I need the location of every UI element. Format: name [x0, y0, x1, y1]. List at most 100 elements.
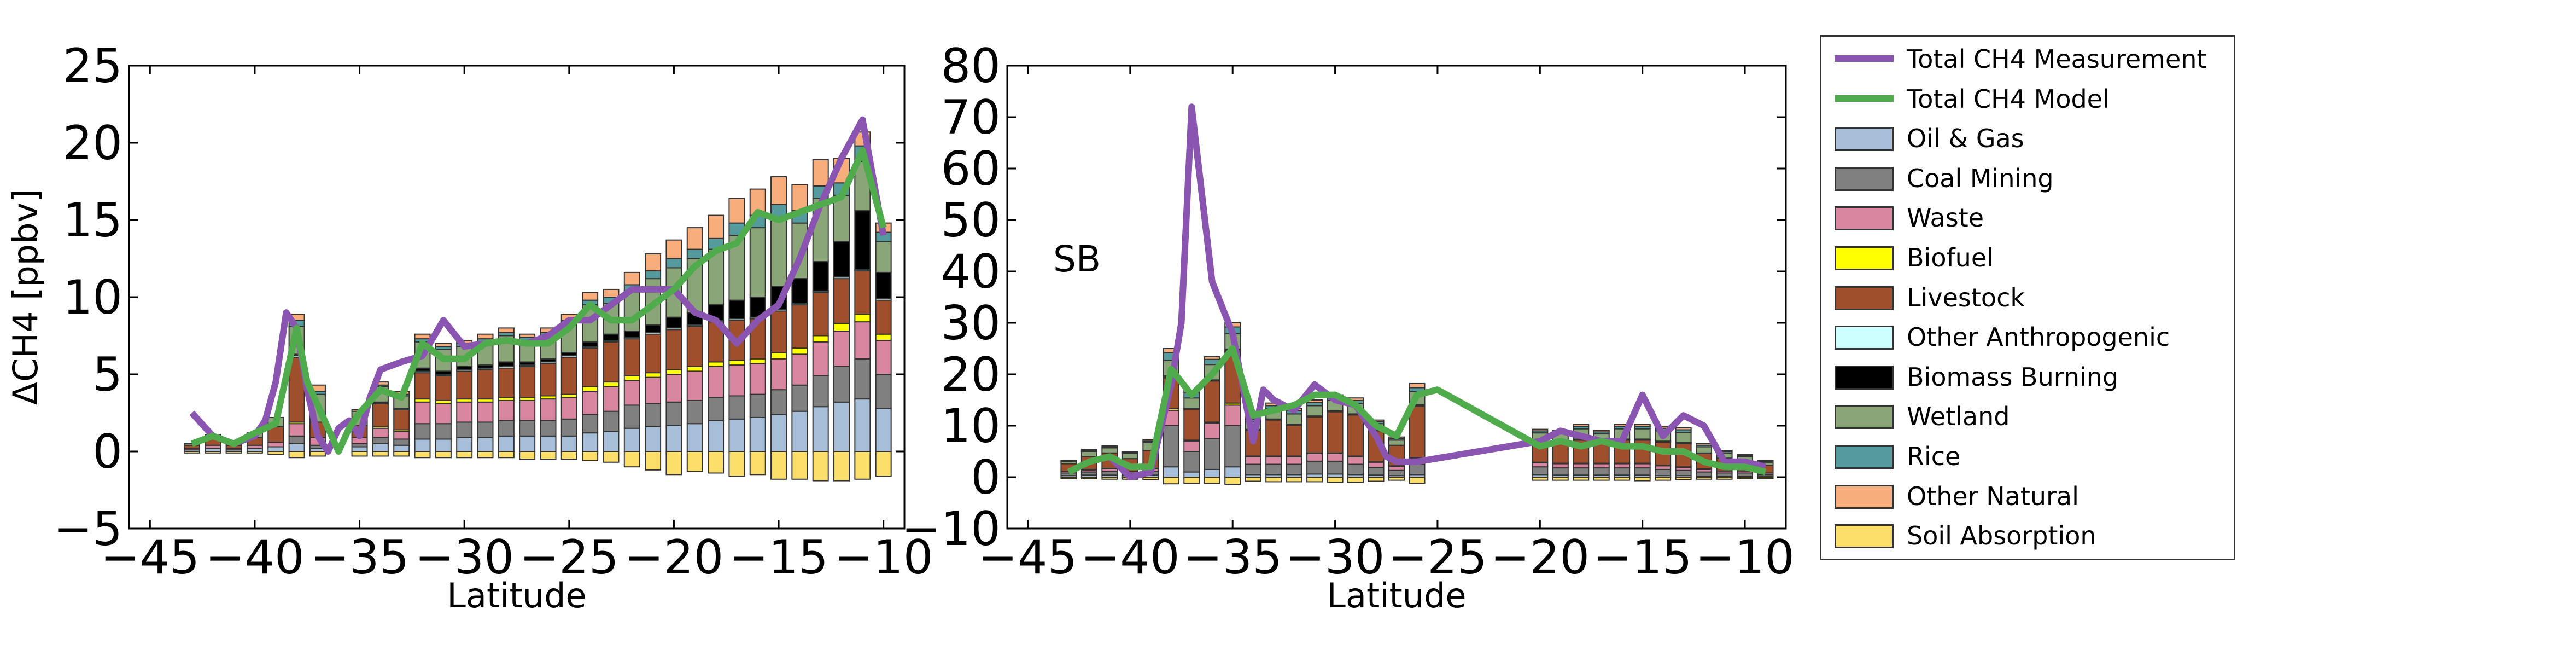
bar-biomass-burning — [833, 241, 850, 278]
bar-oil-gas — [560, 435, 577, 452]
bar-waste — [875, 339, 892, 375]
bar-other-natural — [1204, 356, 1220, 360]
bar-oil-gas — [1204, 468, 1220, 478]
bar-other-natural — [519, 333, 536, 338]
legend-swatch — [1835, 246, 1894, 270]
bar-soil-absorption — [1737, 477, 1754, 479]
bar-soil-absorption — [770, 451, 787, 480]
bar-soil-absorption — [623, 451, 640, 468]
bar-coal-mining — [1593, 467, 1610, 476]
bar-oil-gas — [1224, 466, 1241, 478]
bar-rice — [686, 248, 703, 259]
bar-waste — [519, 399, 536, 421]
bar-wetland — [1101, 447, 1118, 454]
bar-soil-absorption — [1327, 477, 1344, 483]
bar-soil-absorption — [1306, 477, 1323, 483]
legend-label: Other Anthropogenic — [1907, 322, 2170, 352]
bar-soil-absorption — [183, 451, 200, 454]
bar-biomass-burning — [498, 361, 515, 367]
bar-waste — [1245, 456, 1261, 465]
bar-coal-mining — [414, 423, 431, 440]
bar-wetland — [1388, 439, 1405, 446]
bar-biofuel — [854, 314, 871, 323]
bar-coal-mining — [560, 418, 577, 437]
bar-oil-gas — [372, 443, 389, 453]
x-tick-label: −10 — [1695, 530, 1795, 585]
bar-other-natural — [498, 327, 515, 333]
bar-livestock — [393, 409, 410, 431]
bar-other-natural — [686, 227, 703, 250]
bar-biomass-burning — [728, 299, 745, 320]
bar-oil-gas — [582, 432, 599, 452]
bar-waste — [1614, 463, 1631, 469]
bar-oil-gas — [540, 435, 557, 452]
y-tick-label: 70 — [941, 90, 1001, 145]
bar-livestock — [560, 356, 577, 395]
bar-soil-absorption — [1142, 477, 1159, 480]
bar-livestock — [435, 375, 452, 401]
bar-oil-gas — [770, 414, 787, 453]
bar-waste — [1368, 461, 1385, 468]
bar-other-natural — [1696, 443, 1713, 446]
bar-wetland — [1286, 413, 1302, 425]
bar-livestock — [875, 299, 892, 335]
bar-soil-absorption — [812, 451, 829, 482]
bar-wetland — [833, 194, 850, 242]
bar-livestock — [498, 367, 515, 398]
legend-entry-waste: Waste — [1821, 199, 2234, 238]
bar-livestock — [812, 292, 829, 337]
bar-soil-absorption — [1388, 477, 1405, 481]
bar-waste — [686, 370, 703, 401]
bar-livestock — [1286, 425, 1302, 457]
bar-other-natural — [414, 333, 431, 340]
bar-wetland — [1080, 451, 1097, 457]
bar-livestock — [1306, 416, 1323, 454]
bar-waste — [854, 321, 871, 360]
bar-coal-mining — [708, 397, 725, 421]
bar-biofuel — [582, 386, 599, 392]
bar-livestock — [770, 310, 787, 353]
bar-soil-absorption — [1593, 477, 1610, 481]
bar-livestock — [519, 366, 536, 398]
bar-livestock — [791, 304, 808, 349]
bar-oil-gas — [267, 446, 284, 452]
bar-soil-absorption — [1245, 477, 1261, 482]
bar-coal-mining — [1183, 451, 1200, 473]
bar-soil-absorption — [1634, 477, 1651, 482]
bar-waste — [435, 403, 452, 425]
bar-coal-mining — [1347, 463, 1364, 476]
legend-label: Total CH4 Measurement — [1907, 44, 2207, 74]
y-tick-label: 15 — [63, 193, 122, 248]
bar-coal-mining — [1204, 438, 1220, 470]
y-tick-label: 10 — [941, 399, 1001, 454]
legend-swatch — [1835, 326, 1894, 350]
bar-soil-absorption — [1347, 477, 1364, 483]
x-tick-label: −25 — [1388, 530, 1487, 585]
bar-waste — [603, 386, 620, 412]
legend-entry-biomass-burning: Biomass Burning — [1821, 358, 2234, 397]
bar-livestock — [1409, 405, 1426, 459]
bar-waste — [1265, 456, 1282, 465]
bar-soil-absorption — [1183, 477, 1200, 484]
x-axis-label: Latitude — [1327, 576, 1466, 616]
bar-soil-absorption — [1101, 477, 1118, 480]
x-axis-label: Latitude — [447, 576, 586, 616]
bar-soil-absorption — [205, 451, 221, 454]
bar-soil-absorption — [1204, 477, 1220, 484]
bar-oil-gas — [1163, 466, 1179, 478]
bar-coal-mining — [1163, 425, 1179, 468]
legend-entry-soil-absorption: Soil Absorption — [1821, 517, 2234, 556]
legend-swatch — [1835, 365, 1894, 390]
legend-label: Rice — [1907, 442, 1961, 471]
measurement-line — [189, 116, 887, 455]
bar-soil-absorption — [1696, 477, 1713, 480]
bar-soil-absorption — [686, 451, 703, 472]
bar-oil-gas — [833, 401, 850, 453]
bar-soil-absorption — [1163, 477, 1179, 485]
bar-soil-absorption — [1224, 477, 1241, 485]
bar-oil-gas — [665, 425, 682, 452]
bar-soil-absorption — [1675, 477, 1692, 480]
bar-biofuel — [728, 360, 745, 366]
y-tick-label: 20 — [63, 116, 122, 171]
bar-soil-absorption — [1080, 477, 1097, 479]
